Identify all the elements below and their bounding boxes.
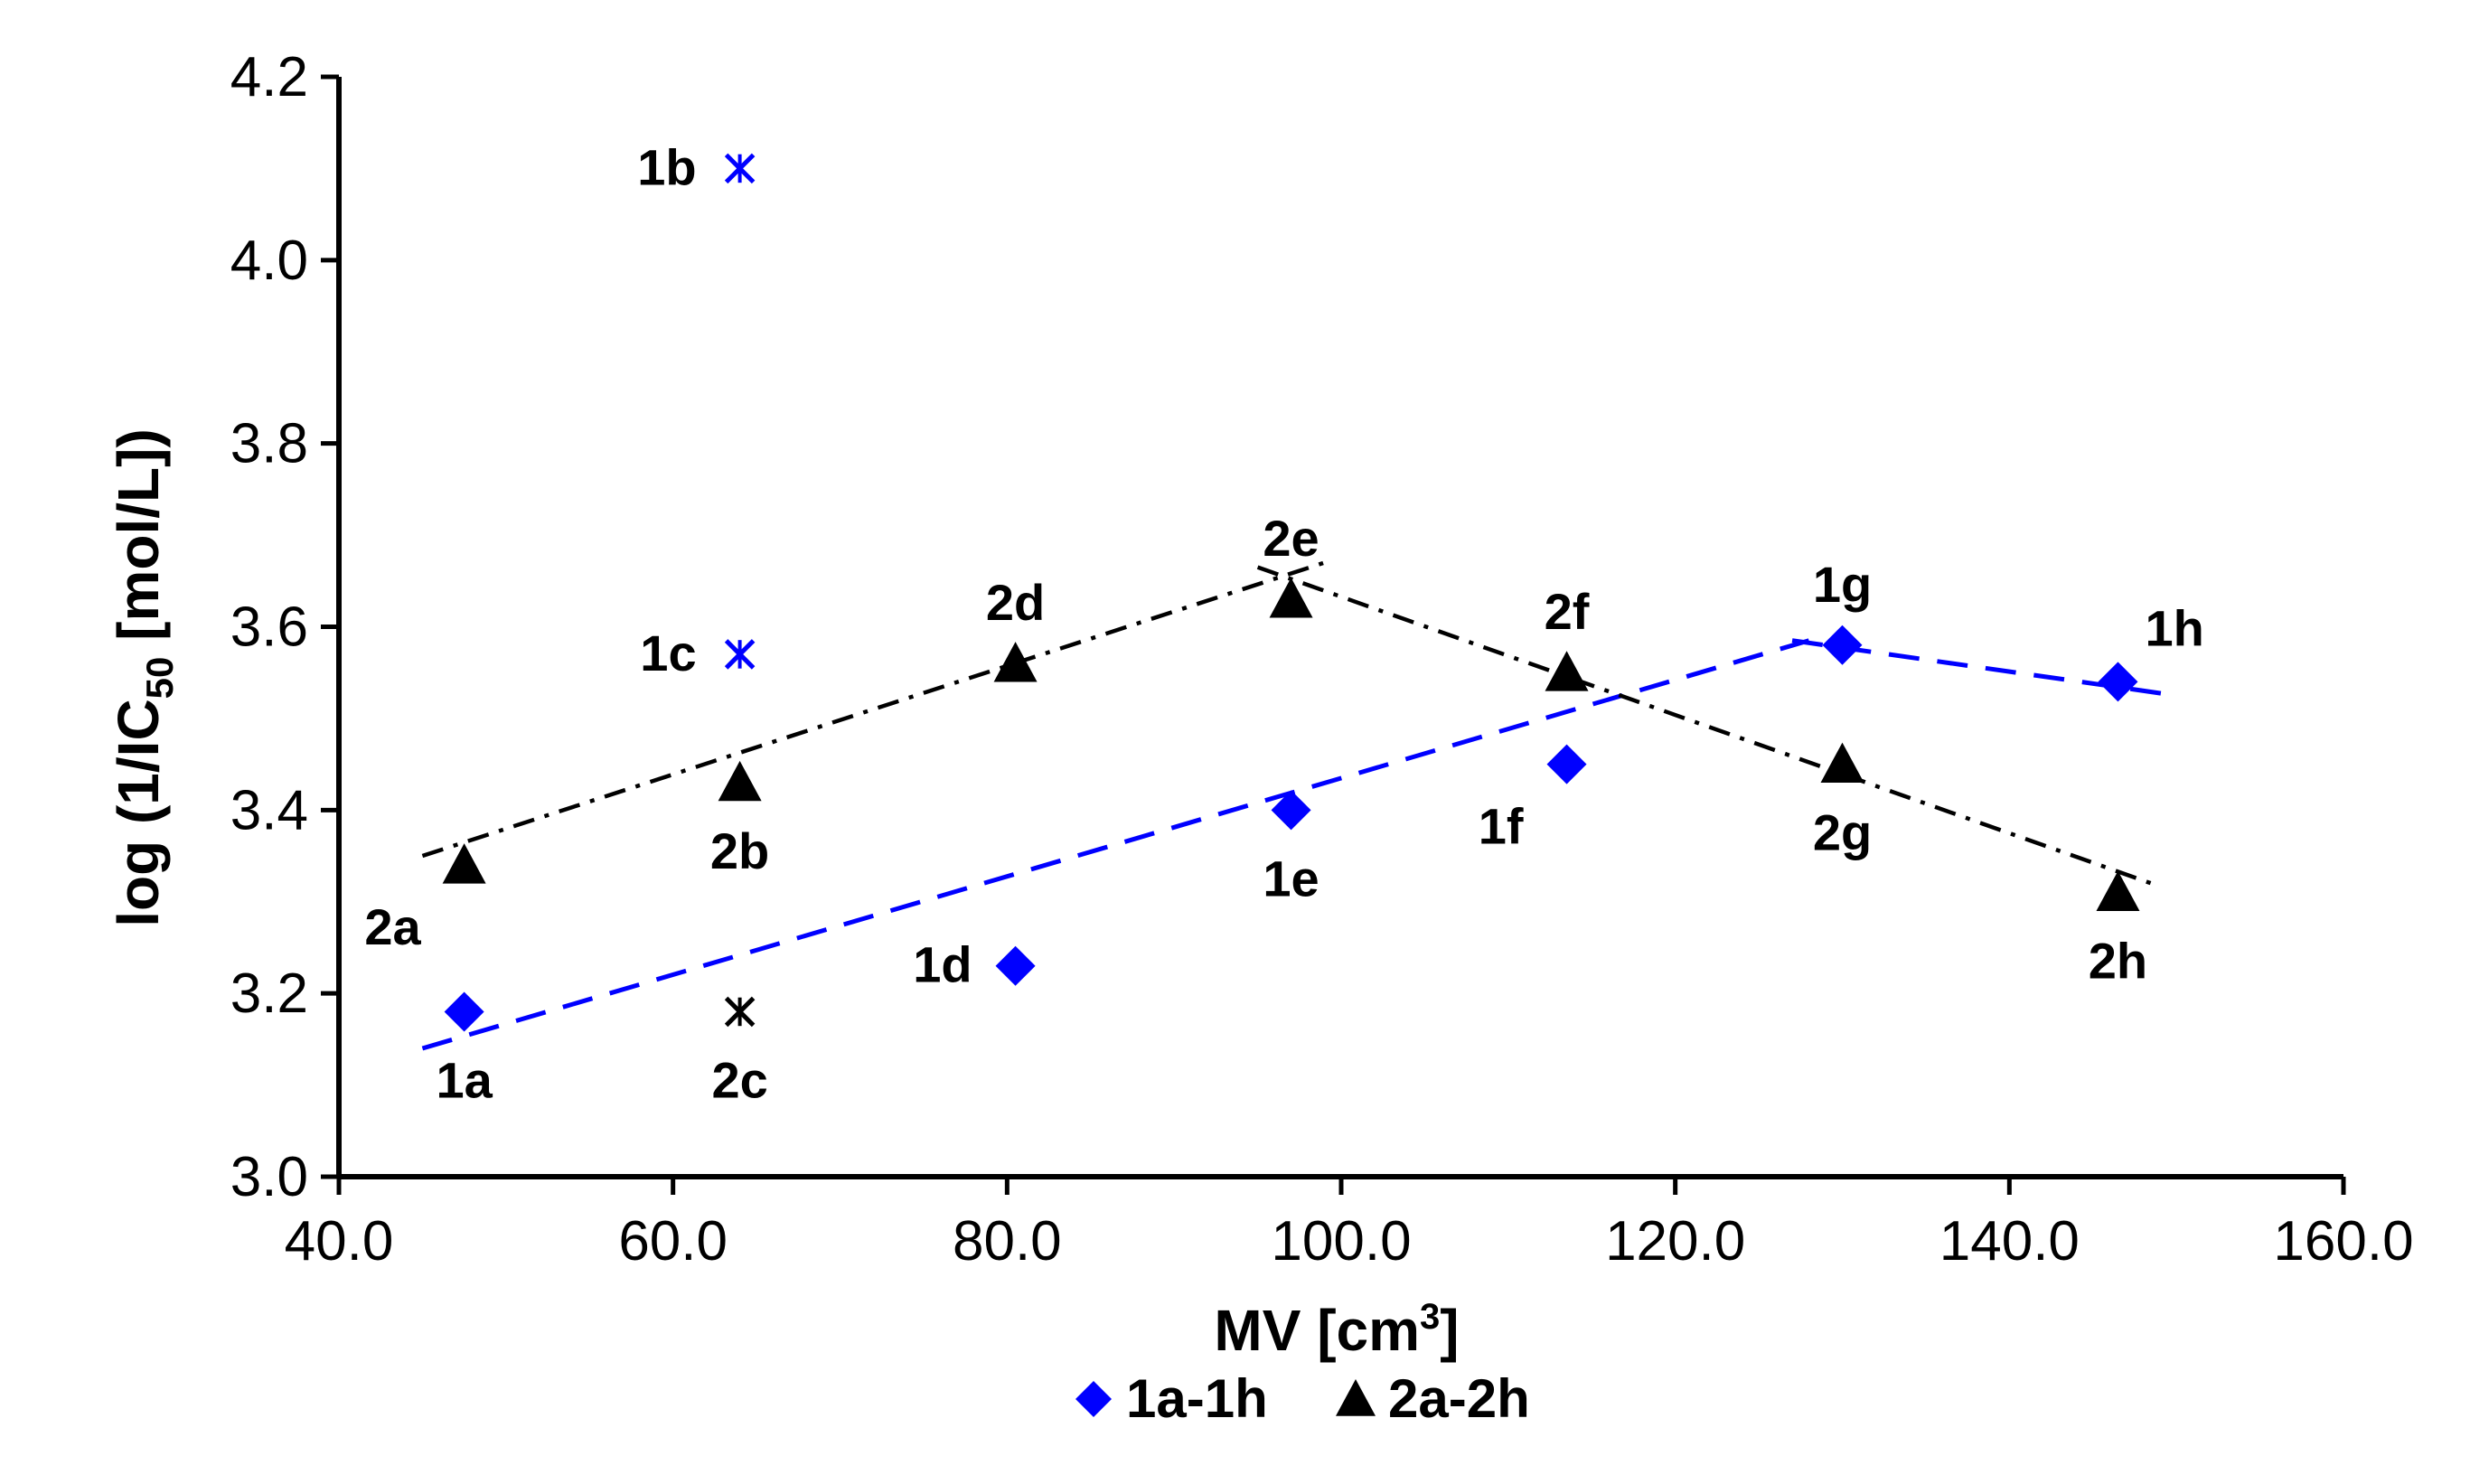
triangle-marker — [718, 760, 762, 802]
legend-entry: 2a-2h — [1336, 1368, 1530, 1429]
y-tick-label: 3.2 — [230, 963, 308, 1025]
y-tick-label: 4.0 — [230, 230, 308, 292]
star-marker — [724, 639, 756, 670]
triangle-marker — [1269, 578, 1313, 618]
legend: 1a-1h 2a-2h — [1075, 1368, 1530, 1429]
diamond-marker — [444, 991, 484, 1032]
point-label: 2b — [710, 822, 769, 879]
point-label: 2a — [364, 898, 421, 955]
x-tick-label: 140.0 — [1939, 1210, 2080, 1273]
y-tick-label: 4.2 — [230, 46, 308, 108]
point-label: 1f — [1479, 798, 1524, 855]
triangle-marker — [1820, 742, 1864, 784]
trendline — [421, 638, 1810, 1051]
x-axis-title: MV [cm3] — [1214, 1297, 1459, 1363]
triangle-marker — [2096, 870, 2140, 912]
point-label: 1e — [1263, 850, 1319, 906]
axes: 3.0 3.2 3.4 3.6 3.8 4.0 4.2 40.0 60.0 80.0 100.0 12… — [230, 46, 2414, 1273]
point-label: 2d — [986, 574, 1045, 631]
data-markers — [442, 153, 2140, 1032]
y-tick-label: 3.8 — [230, 413, 308, 475]
star-marker — [724, 996, 756, 1028]
diamond-marker — [1546, 744, 1587, 784]
y-axis-title: log (1/IC50 [mol/L]) — [106, 428, 181, 927]
y-tick-label: 3.6 — [230, 596, 308, 659]
x-tick-label: 40.0 — [285, 1210, 394, 1273]
trendline — [1256, 565, 2153, 886]
y-tick-label: 3.4 — [230, 779, 308, 841]
point-label: 2c — [711, 1051, 767, 1108]
legend-entry: 1a-1h — [1075, 1368, 1268, 1429]
triangle-marker — [1545, 651, 1589, 691]
triangle-marker — [442, 843, 486, 884]
legend-marker — [1336, 1379, 1376, 1416]
x-tick-label: 120.0 — [1605, 1210, 1745, 1273]
point-label: 2e — [1263, 510, 1319, 567]
legend-marker — [1075, 1381, 1112, 1417]
point-label: 1a — [436, 1051, 493, 1108]
x-tick-label: 100.0 — [1271, 1210, 1411, 1273]
point-label: 1g — [1813, 556, 1872, 613]
point-label: 1b — [637, 138, 696, 195]
diamond-marker — [2098, 662, 2138, 702]
point-label: 1d — [913, 936, 972, 993]
point-label: 1c — [640, 625, 696, 681]
point-label: 2f — [1545, 583, 1590, 640]
x-tick-label: 60.0 — [618, 1210, 728, 1273]
y-tick-label: 3.0 — [230, 1146, 308, 1208]
point-labels: 1a 1d 1e 1f 1g 1h 2a 2b 2d 2e 2f 2g 2h 1b 1c 2c — [364, 138, 2204, 1108]
diamond-marker — [1822, 625, 1863, 665]
legend-label: 2a-2h — [1388, 1368, 1530, 1429]
point-label: 1h — [2145, 599, 2203, 656]
point-label: 2g — [1813, 804, 1872, 861]
point-label: 2h — [2089, 933, 2147, 990]
trendline — [421, 560, 1326, 859]
diamond-marker — [1271, 790, 1311, 831]
legend-label: 1a-1h — [1126, 1368, 1268, 1429]
diamond-marker — [995, 945, 1036, 986]
triangle-marker — [993, 642, 1038, 682]
x-tick-label: 160.0 — [2273, 1210, 2413, 1273]
star-marker — [724, 153, 756, 184]
x-tick-label: 80.0 — [953, 1210, 1062, 1273]
